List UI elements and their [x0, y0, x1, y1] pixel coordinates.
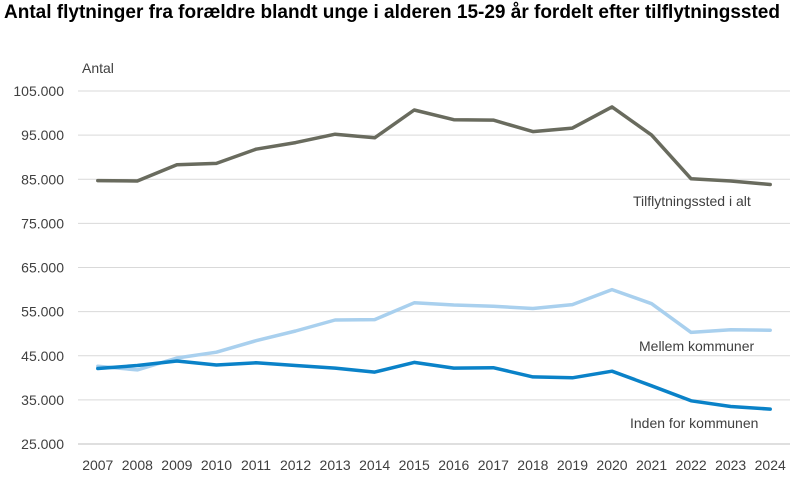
- y-tick-label: 105.000: [13, 83, 64, 99]
- x-tick-label: 2016: [438, 457, 469, 473]
- series-lines: [96, 105, 772, 411]
- chart-title: Antal flytninger fra forældre blandt ung…: [4, 2, 780, 23]
- x-tick-label: 2018: [517, 457, 548, 473]
- x-tick-label: 2024: [755, 457, 786, 473]
- series-label-mellem-kommuner: Mellem kommuner: [639, 338, 754, 354]
- x-tick-label: 2015: [399, 457, 430, 473]
- y-axis-label: Antal: [82, 60, 114, 76]
- x-tick-label: 2010: [201, 457, 232, 473]
- series-label-inden-for-kommunen: Inden for kommunen: [630, 415, 758, 431]
- x-tick-label: 2020: [596, 457, 627, 473]
- x-tick-label: 2017: [478, 457, 509, 473]
- series-line-0: [96, 105, 772, 187]
- y-tick-label: 25.000: [21, 436, 64, 452]
- x-tick-label: 2022: [676, 457, 707, 473]
- y-axis-ticks: 25.000 35.000 45.000 55.000 65.000 75.000 85.0…: [13, 83, 64, 452]
- series-label-tilflytningssted: Tilflytningssted i alt: [633, 193, 751, 209]
- x-tick-label: 2013: [320, 457, 351, 473]
- x-tick-label: 2008: [122, 457, 153, 473]
- x-tick-label: 2009: [161, 457, 192, 473]
- y-tick-label: 55.000: [21, 304, 64, 320]
- x-tick-label: 2012: [280, 457, 311, 473]
- y-tick-label: 35.000: [21, 392, 64, 408]
- x-tick-label: 2023: [715, 457, 746, 473]
- x-tick-label: 2021: [636, 457, 667, 473]
- y-tick-label: 45.000: [21, 348, 64, 364]
- x-tick-label: 2014: [359, 457, 390, 473]
- x-axis-ticks: 2007 2008 2009 2010 2011 2012 2013 2014 2015 2016…: [82, 457, 786, 473]
- y-tick-label: 95.000: [21, 127, 64, 143]
- series-line-2: [96, 359, 772, 411]
- y-tick-label: 85.000: [21, 171, 64, 187]
- x-tick-label: 2019: [557, 457, 588, 473]
- y-tick-label: 75.000: [21, 215, 64, 231]
- y-tick-label: 65.000: [21, 260, 64, 276]
- x-tick-label: 2007: [82, 457, 113, 473]
- gridlines: [78, 90, 790, 445]
- x-tick-label: 2011: [241, 457, 271, 473]
- series-line-1: [96, 287, 772, 372]
